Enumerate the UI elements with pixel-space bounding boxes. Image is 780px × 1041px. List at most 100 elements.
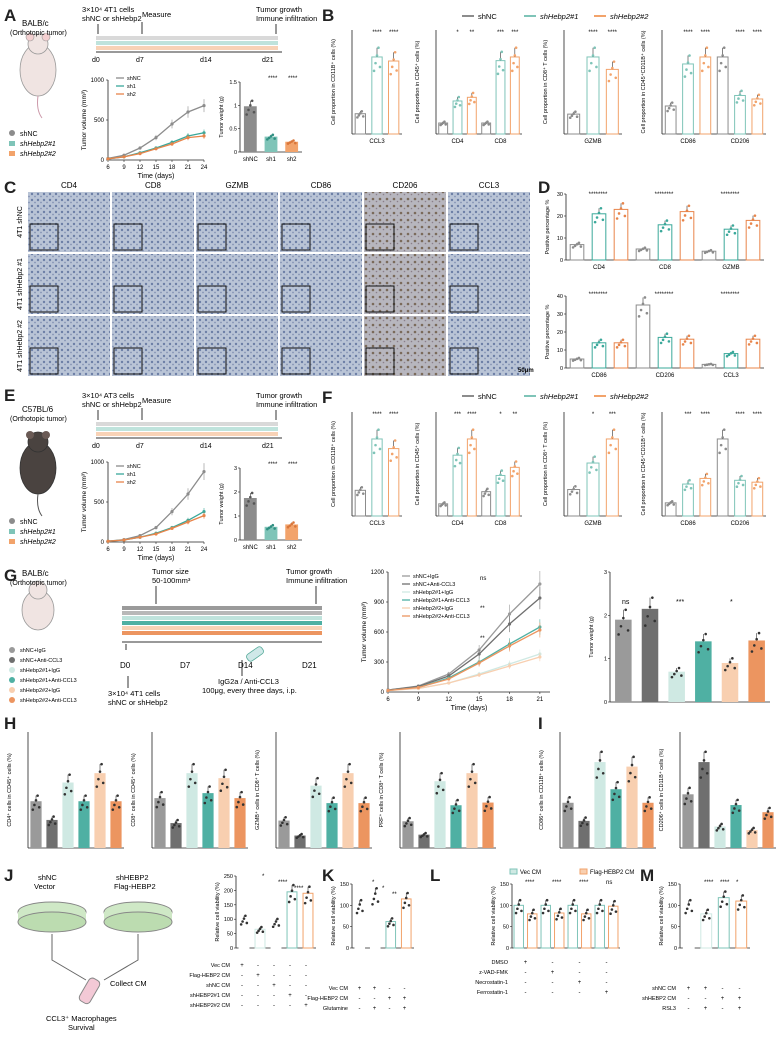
- h-subchart-1: CD8⁺ cells in CD45⁺ cells (%): [130, 732, 248, 849]
- y-axis-label: CD4⁺ cells in CD45⁺ cells (%): [6, 753, 13, 827]
- y-tick-label: 0: [674, 946, 677, 952]
- condition-mark: -: [525, 970, 527, 976]
- data-dot: [685, 209, 689, 212]
- data-dot: [689, 799, 693, 803]
- x-category-label: CD86: [591, 373, 607, 379]
- data-dot: [501, 479, 505, 483]
- data-dot: [317, 792, 321, 796]
- data-dot: [609, 912, 612, 916]
- data-dot: [279, 824, 283, 827]
- data-dot: [444, 504, 448, 507]
- legend-a-sh1: shHebp2#1: [20, 141, 56, 148]
- data-dot: [300, 832, 303, 836]
- data-dot: [702, 480, 706, 483]
- data-dot: [486, 487, 489, 491]
- data-dot: [389, 459, 393, 463]
- bar-charts-f: Cell proportion in CD11B⁺ cells (%) CCL3 *…: [330, 412, 766, 527]
- data-dot: [487, 493, 491, 497]
- y-tick-label: 250: [224, 874, 233, 880]
- data-dot: [741, 483, 745, 487]
- data-dot: [303, 901, 307, 905]
- data-dot: [395, 456, 398, 459]
- bar: [586, 56, 600, 135]
- syringe-icon: [246, 646, 264, 662]
- line-chart-a-volume: 0 500 1000 6 9 12 15 18 21 24 Time (days) Tumor vol…: [81, 76, 208, 180]
- data-dot: [648, 796, 651, 799]
- data-dot: [241, 920, 244, 923]
- x-category-label: shNC: [243, 545, 259, 551]
- data-dot: [755, 637, 758, 641]
- significance-label: ********: [655, 192, 674, 198]
- data-dot: [238, 795, 242, 799]
- data-dot: [358, 903, 362, 906]
- data-dot: [316, 776, 319, 780]
- data-dot: [641, 302, 645, 306]
- data-dot: [555, 918, 558, 921]
- data-dot: [629, 771, 632, 775]
- data-dot: [273, 922, 276, 926]
- data-dot: [702, 638, 705, 642]
- y-axis-label: Tumor weight (g): [219, 96, 225, 138]
- condition-mark: -: [241, 973, 243, 979]
- y-axis-label: PRF⁺ cells in CD8⁺ T cells (%): [378, 752, 385, 827]
- condition-mark: -: [739, 986, 741, 992]
- data-dot: [615, 217, 619, 220]
- panel-letter-i: I: [538, 714, 543, 733]
- panel-letter-d: D: [538, 178, 551, 197]
- y-axis-label: Cell proportion in CD8⁺ T cells (%): [542, 422, 549, 506]
- data-dot: [597, 767, 600, 771]
- ihc-inset-box: [113, 347, 143, 375]
- data-dot: [614, 786, 618, 790]
- legend-swatch: [579, 868, 588, 875]
- data-dot: [719, 905, 722, 909]
- data-dot: [575, 242, 579, 246]
- data-dot: [282, 818, 286, 822]
- data-dot: [700, 483, 704, 487]
- x-axis-label: Time (days): [138, 555, 175, 562]
- data-dot: [672, 108, 676, 111]
- subchart-3: Cell proportion in CD45⁺CD11B⁺ cells (%)…: [640, 412, 766, 527]
- data-dot: [514, 460, 518, 463]
- y-tick-label: 150: [668, 882, 677, 888]
- data-dot: [438, 778, 442, 782]
- series-line-0: [107, 104, 205, 160]
- bar: [452, 454, 463, 517]
- data-dot: [720, 900, 724, 903]
- data-dot: [621, 202, 625, 205]
- condition-mark: -: [241, 993, 243, 999]
- significance-label: **: [480, 636, 485, 642]
- condition-mark: +: [704, 1006, 708, 1012]
- significance-label: ****: [579, 880, 589, 886]
- y-tick-label: 100: [500, 903, 509, 909]
- significance-label: ****: [588, 30, 598, 36]
- mouse-model-a: (Orthotopic tumor): [10, 30, 67, 37]
- bar: [310, 785, 322, 848]
- data-dot: [615, 346, 619, 349]
- data-dot: [360, 109, 364, 113]
- subchart-3: Cell proportion in CD45⁺CD11B⁺ cells (%)…: [640, 30, 766, 145]
- data-dot: [269, 525, 273, 528]
- data-dot: [763, 817, 767, 820]
- bar-charts-h: CD4⁺ cells in CD45⁺ cells (%) CD8⁺ cells …: [6, 732, 496, 849]
- data-dot: [237, 800, 240, 804]
- data-dot: [612, 428, 616, 432]
- bar: [721, 663, 739, 702]
- significance-label: *: [499, 412, 502, 418]
- data-dot: [53, 822, 57, 825]
- bar: [326, 803, 338, 848]
- bar: [716, 438, 729, 517]
- data-dot: [440, 771, 443, 775]
- y-tick-label: 3: [234, 466, 237, 472]
- y-tick-label: 0: [506, 946, 509, 952]
- data-dot: [406, 819, 410, 823]
- data-dot: [727, 353, 731, 357]
- condition-mark: +: [358, 986, 362, 992]
- data-dot: [669, 104, 672, 107]
- ihc-inset-box: [281, 223, 311, 251]
- y-tick-label: 0.5: [229, 127, 237, 133]
- data-dot: [583, 915, 587, 918]
- data-dot: [675, 669, 678, 673]
- y-tick-label: 100: [224, 917, 233, 923]
- data-dot: [684, 911, 687, 915]
- x-category-label: CCL3: [723, 373, 739, 379]
